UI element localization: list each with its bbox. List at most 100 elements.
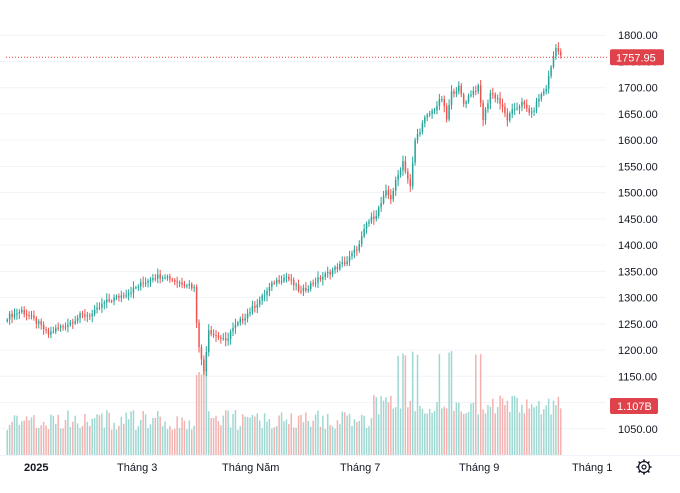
volume-bar (443, 406, 445, 455)
volume-bar (173, 428, 176, 455)
candle-body (441, 99, 443, 101)
candle-body (394, 180, 397, 191)
candle-body (543, 91, 545, 95)
volume-bar (326, 413, 329, 455)
volume-bar (239, 426, 242, 455)
volume-bar (438, 354, 441, 455)
volume-bar (351, 426, 353, 455)
volume-bar (93, 418, 96, 455)
candle-body (331, 269, 334, 275)
candle-body (79, 313, 81, 318)
candle-body (540, 94, 543, 99)
volume-bar (414, 411, 416, 455)
volume-bar (329, 425, 331, 455)
candle-body (137, 286, 140, 288)
volume-bar (523, 413, 526, 455)
volume-bar (467, 412, 470, 455)
candle-body (47, 329, 50, 335)
volume-bar (23, 420, 25, 455)
volume-bar (387, 402, 390, 455)
price-tick-label: 1050.00 (618, 424, 658, 436)
volume-bar (428, 408, 431, 455)
candle-body (200, 347, 203, 360)
candle-body (385, 190, 387, 196)
candle-body (297, 284, 300, 291)
candle-body (363, 228, 365, 237)
volume-bar (477, 414, 479, 455)
volume-bar (98, 415, 101, 455)
candle-body (501, 104, 504, 107)
volume-bar (205, 360, 208, 455)
candle-body (261, 295, 263, 301)
volume-bar (504, 405, 506, 455)
candle-body (106, 299, 108, 303)
volume-bar (67, 410, 69, 455)
candle-body (526, 104, 528, 109)
candle-body (465, 101, 467, 104)
candle-body (23, 310, 25, 315)
chart-settings-button[interactable] (636, 459, 652, 475)
volume-bar (62, 428, 64, 455)
volume-bar (193, 425, 195, 455)
volume-bar (149, 424, 152, 455)
volume-bar (453, 410, 455, 455)
candle-body (33, 315, 35, 319)
candle-body (222, 338, 225, 340)
volume-bar (365, 427, 368, 455)
candle-body (373, 216, 375, 219)
gear-icon (636, 459, 652, 475)
candle-body (530, 111, 533, 113)
volume-bar (188, 420, 191, 455)
candle-body (533, 110, 535, 112)
volume-bar (526, 399, 528, 455)
volume-bar (125, 412, 127, 455)
volume-bar (319, 426, 322, 455)
volume-bar (50, 414, 52, 455)
candle-body (307, 289, 310, 291)
candle-body (477, 85, 479, 92)
volume-bar (528, 408, 530, 455)
volume-bar (552, 400, 555, 455)
volume-bar (263, 413, 266, 455)
volume-bar (385, 397, 387, 455)
candle-body (273, 282, 276, 284)
candle-body (392, 190, 395, 200)
volume-bar (207, 411, 210, 455)
volume-bar (557, 396, 560, 455)
volume-bar (550, 414, 552, 455)
volume-bar (152, 417, 154, 455)
volume-bar (271, 428, 273, 455)
volume-bar (518, 412, 521, 455)
candle-body (424, 117, 426, 124)
candle-body (458, 85, 460, 92)
volume-bar (52, 415, 55, 455)
candle-body (421, 123, 424, 133)
volume-bar (555, 405, 557, 455)
volume-bar (169, 426, 171, 455)
volume-bar (416, 354, 419, 455)
candle-body (280, 281, 283, 283)
volume-bar (156, 411, 159, 455)
volume-bar (229, 427, 232, 455)
volume-bar (215, 415, 217, 455)
candle-body (431, 110, 433, 114)
candle-body (110, 300, 113, 302)
volume-bar (47, 429, 50, 455)
candle-body (55, 327, 57, 332)
price-tick-label: 1700.00 (618, 83, 658, 95)
volume-bar (307, 420, 310, 455)
candle-body (428, 113, 431, 115)
volume-bar (458, 402, 460, 455)
price-tick-label: 1550.00 (618, 161, 658, 173)
volume-bar (445, 408, 448, 455)
candle-body (535, 101, 538, 111)
volume-bar (513, 395, 516, 455)
candle-body (334, 267, 336, 270)
candle-body (511, 109, 513, 114)
candle-body (229, 331, 232, 339)
candle-body (147, 280, 149, 283)
candle-body (509, 113, 511, 121)
volume-bar (460, 411, 462, 455)
volume-bar (161, 426, 164, 455)
